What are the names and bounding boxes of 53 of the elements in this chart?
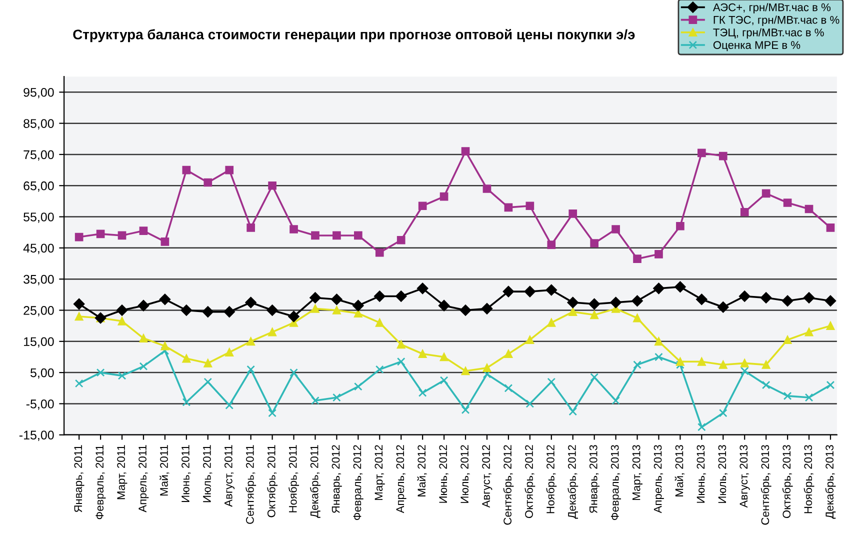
y-tick-label: 15,00 [24,337,54,348]
x-tick-label: Май, 2011 [160,445,170,496]
x-tick-label: Сентябрь, 2011 [246,445,256,524]
x-tick-label: Июнь, 2011 [182,445,191,502]
x-tick-label: Октябрь, 2013 [782,445,793,518]
x-tick-label: Декабрь, 2013 [825,445,836,519]
x-tick-label: Июль, 2011 [203,445,212,502]
x-tick-label: Февраль, 2013 [610,445,621,520]
x-tick-label: Июль, 2012 [460,445,470,503]
x-tick-label: Октябрь, 2012 [524,445,536,518]
chart-title: Структура баланса стоимости генерации при прогнозе оптовой цены покупки э/э [73,28,635,42]
x-tick-label: Апрель, 2012 [396,445,406,514]
x-tick-label: Апрель, 2011 [138,445,149,512]
y-tick-label: 45,00 [23,244,54,254]
y-tick-label: 25,00 [24,306,54,316]
legend-label: Оценка МРЕ в % [713,41,800,52]
x-tick-label: Январь, 2013 [589,445,600,514]
x-tick-label: Август, 2012 [482,445,492,508]
x-tick-label: Февраль, 2011 [96,445,106,520]
y-tick-label: 35,00 [24,274,54,286]
y-tick-label: 5,00 [30,368,54,379]
x-tick-label: Ноябрь, 2013 [804,445,814,514]
x-tick-label: Март, 2011 [117,445,128,500]
y-tick-label: 85,00 [24,119,54,130]
x-tick-label: Сентябрь, 2012 [503,445,514,525]
x-tick-label: Январь, 2012 [332,445,342,514]
legend-label: АЭС+, грн/МВт.час в % [712,3,831,14]
x-tick-label: Июль, 2013 [718,445,728,503]
x-tick-label: Июнь, 2013 [696,445,706,503]
x-tick-label: Январь, 2011 [74,445,84,512]
x-tick-label: Ноябрь, 2012 [546,445,557,514]
y-tick-label: -15,00 [19,430,54,441]
x-tick-label: Декабрь, 2011 [310,445,320,518]
y-tick-label: 55,00 [24,212,54,223]
x-tick-label: Сентябрь, 2013 [760,445,772,525]
y-tick-label: 75,00 [24,150,54,161]
y-tick-label: 95,00 [24,88,54,98]
legend-label: ГК ТЭС, грн/МВт.час в % [714,16,840,26]
legend-label: ТЭЦ, грн/МВт.час в % [713,28,824,39]
x-tick-label: Апрель, 2013 [654,445,664,514]
x-tick-label: Март, 2013 [632,445,642,500]
x-tick-label: Декабрь, 2012 [568,445,578,519]
y-tick-label: -5,00 [26,400,54,410]
x-tick-label: Август, 2013 [740,445,750,508]
x-tick-label: Октябрь, 2011 [267,445,278,518]
x-tick-label: Февраль, 2012 [353,445,364,520]
x-tick-label: Ноябрь, 2011 [288,445,299,512]
x-tick-label: Май, 2013 [674,445,684,496]
x-tick-label: Август, 2011 [224,445,235,507]
y-tick-label: 65,00 [24,181,54,192]
x-tick-label: Май, 2012 [417,445,427,496]
x-tick-label: Март, 2012 [374,445,385,500]
x-tick-label: Июнь, 2012 [439,445,448,503]
